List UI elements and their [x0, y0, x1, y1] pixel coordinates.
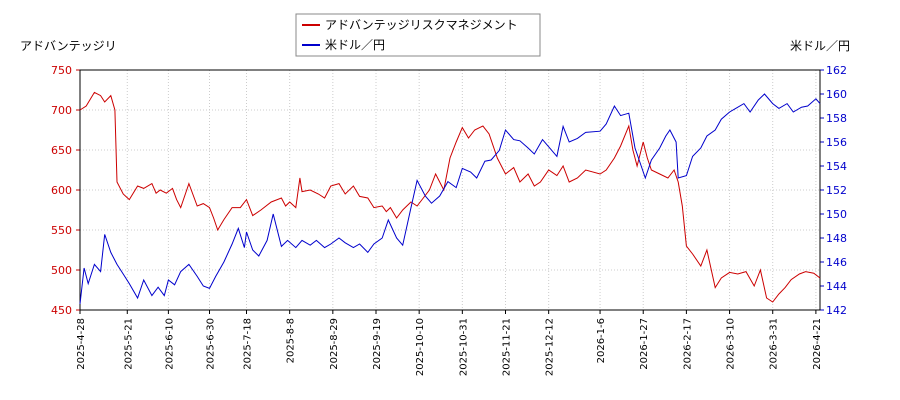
legend: アドバンテッジリスクマネジメント 米ドル／円: [295, 13, 541, 57]
x-tick-label: 2025-11-21: [502, 318, 513, 376]
x-tick-label: 2025-7-18: [243, 318, 254, 370]
x-tick-label: 2025-6-30: [206, 318, 217, 370]
left-tick-label: 750: [51, 64, 72, 77]
right-tick-label: 150: [826, 208, 847, 221]
right-tick-label: 162: [826, 64, 847, 77]
x-tick-label: 2025-5-21: [123, 318, 134, 370]
x-tick-label: 2025-12-12: [545, 318, 556, 376]
left-tick-label: 450: [51, 304, 72, 317]
x-tick-label: 2025-6-10: [164, 318, 175, 370]
left-axis-ticks: 450 500 550 600 650 700 750: [51, 64, 80, 317]
right-tick-label: 152: [826, 184, 847, 197]
right-tick-label: 142: [826, 304, 847, 317]
plot-area-frame: [79, 69, 821, 311]
x-tick-label: 2026-1-6: [596, 318, 607, 363]
x-tick-label: 2025-8-8: [286, 318, 297, 363]
legend-box: [295, 13, 541, 57]
x-tick-label: 2026-3-10: [726, 318, 737, 370]
legend-label-adrm: アドバンテッジリスクマネジメント: [325, 18, 518, 32]
x-tick-label: 2026-4-21: [812, 318, 823, 370]
x-tick-label: 2026-2-17: [682, 318, 693, 370]
x-tick-label: 2025-10-10: [415, 318, 426, 376]
left-axis-label: アドバンテッジリ: [20, 39, 117, 53]
legend-label-usdjpy: 米ドル／円: [325, 38, 385, 52]
right-tick-label: 158: [826, 112, 847, 125]
right-tick-label: 156: [826, 136, 847, 149]
x-tick-label: 2025-4-28: [76, 318, 87, 370]
x-tick-label: 2025-10-31: [458, 318, 469, 376]
right-tick-label: 160: [826, 88, 847, 101]
right-tick-label: 148: [826, 232, 847, 245]
x-tick-label: 2025-9-19: [372, 318, 383, 370]
left-tick-label: 700: [51, 104, 72, 117]
x-tick-label: 2026-1-27: [639, 318, 650, 370]
x-tick-label: 2026-3-31: [769, 318, 780, 370]
left-tick-label: 550: [51, 224, 72, 237]
series-line-adrm: [79, 91, 821, 303]
right-tick-label: 146: [826, 256, 847, 269]
x-axis-ticks: 2025-4-28 2025-5-21 2025-6-10 2025-6-30 2025…: [76, 310, 823, 376]
series-line-usdjpy: [79, 93, 821, 305]
right-axis-ticks: 142 144 146 148 150 152 154 156 158 160 162: [820, 64, 847, 317]
right-axis-label: 米ドル／円: [790, 39, 850, 53]
right-tick-label: 144: [826, 280, 847, 293]
left-tick-label: 500: [51, 264, 72, 277]
left-tick-label: 650: [51, 144, 72, 157]
grid: [80, 70, 820, 310]
left-tick-label: 600: [51, 184, 72, 197]
x-tick-label: 2025-8-29: [329, 318, 340, 370]
right-tick-label: 154: [826, 160, 847, 173]
